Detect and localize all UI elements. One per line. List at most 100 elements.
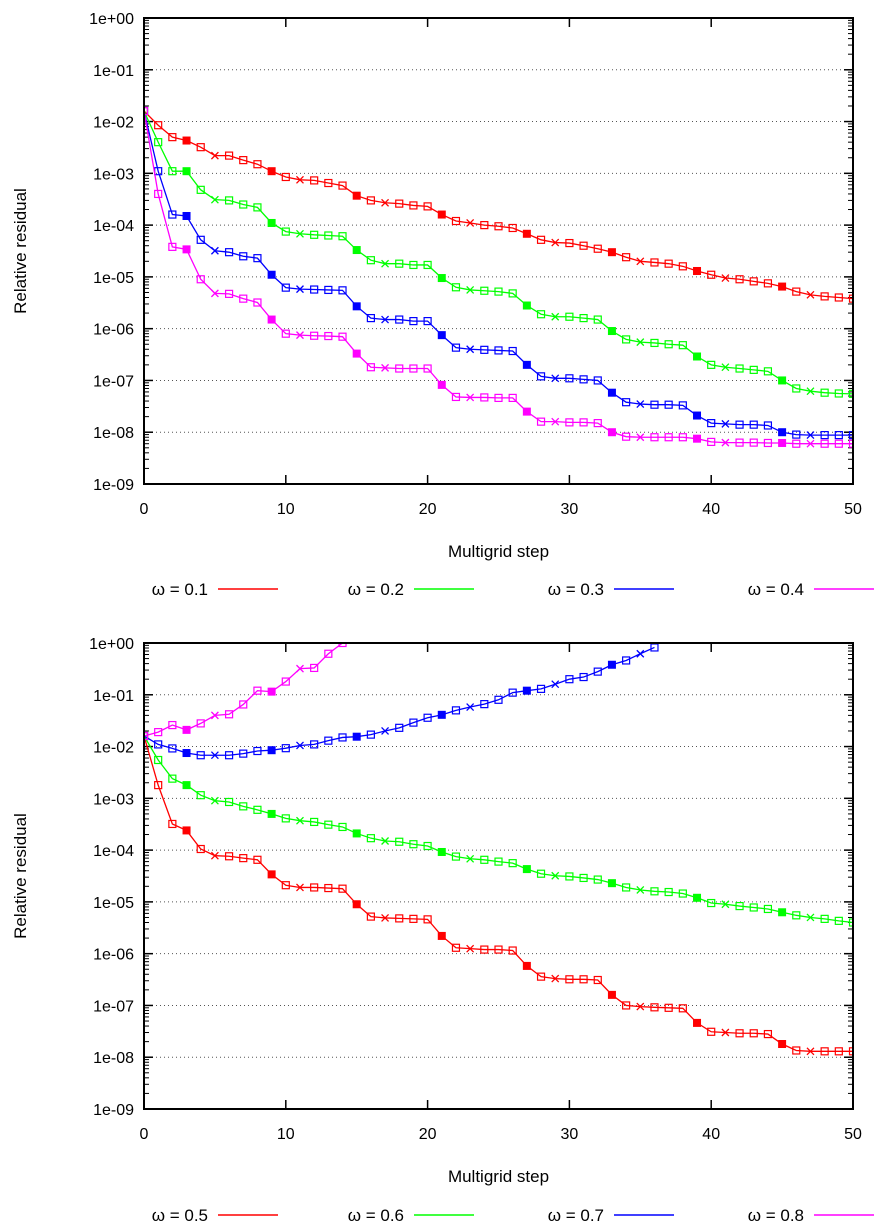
y-tick-label: 1e-03 bbox=[93, 791, 134, 808]
data-point bbox=[182, 136, 191, 145]
series-line bbox=[144, 735, 853, 924]
data-point bbox=[239, 294, 248, 303]
data-point bbox=[636, 338, 645, 347]
data-point bbox=[607, 990, 616, 999]
y-tick-label: 1e-02 bbox=[93, 115, 134, 132]
data-point bbox=[168, 720, 177, 730]
data-point bbox=[820, 292, 829, 301]
data-point bbox=[721, 1028, 730, 1037]
data-point bbox=[480, 345, 489, 354]
data-point bbox=[338, 232, 347, 241]
data-point bbox=[381, 727, 390, 735]
data-point bbox=[848, 294, 853, 303]
legend-label: ω = 0.6 bbox=[348, 1206, 404, 1225]
y-tick-label: 1e-09 bbox=[93, 477, 134, 494]
data-point bbox=[707, 437, 716, 447]
data-point bbox=[168, 210, 177, 219]
data-point bbox=[707, 898, 716, 908]
data-point bbox=[792, 439, 801, 448]
data-point bbox=[310, 663, 319, 673]
data-point bbox=[678, 1004, 687, 1013]
data-point bbox=[168, 167, 177, 176]
data-point bbox=[253, 855, 262, 864]
data-point bbox=[579, 241, 588, 250]
data-point bbox=[352, 191, 361, 200]
data-point bbox=[565, 312, 574, 321]
data-point bbox=[806, 1047, 815, 1056]
data-point bbox=[423, 915, 432, 924]
data-point bbox=[310, 230, 319, 239]
data-point bbox=[253, 254, 262, 263]
data-point bbox=[409, 914, 418, 923]
data-point bbox=[536, 417, 546, 426]
data-point bbox=[636, 649, 645, 658]
x-tick-label: 0 bbox=[140, 501, 149, 518]
plot-area bbox=[144, 643, 853, 1056]
data-point bbox=[848, 918, 853, 927]
data-point bbox=[579, 418, 588, 427]
data-point bbox=[324, 736, 333, 745]
data-point bbox=[735, 364, 744, 373]
data-point bbox=[296, 741, 304, 750]
data-point bbox=[352, 829, 361, 838]
data-point bbox=[735, 275, 744, 284]
data-point bbox=[182, 211, 191, 220]
data-point bbox=[508, 393, 517, 403]
data-point bbox=[144, 731, 149, 741]
legend-label: ω = 0.1 bbox=[152, 580, 208, 599]
legend-label: ω = 0.8 bbox=[748, 1206, 804, 1225]
data-point bbox=[636, 433, 645, 442]
data-point bbox=[735, 1029, 744, 1038]
data-point bbox=[168, 774, 177, 783]
data-point bbox=[522, 229, 531, 238]
data-point bbox=[763, 904, 773, 914]
data-point bbox=[267, 167, 276, 176]
data-point bbox=[423, 317, 432, 326]
plot-frame bbox=[143, 642, 854, 1110]
data-point bbox=[678, 401, 687, 410]
data-point bbox=[763, 438, 773, 448]
data-point bbox=[466, 219, 475, 227]
data-point bbox=[593, 244, 602, 253]
data-point bbox=[508, 946, 517, 955]
data-point bbox=[210, 195, 219, 204]
data-point bbox=[224, 797, 234, 807]
data-point bbox=[792, 384, 801, 393]
data-point bbox=[650, 258, 659, 267]
plot-frame bbox=[143, 17, 854, 485]
data-point bbox=[196, 751, 205, 760]
chart-top: 1e-09 1e-08 1e-07 1e-06 1e-05 1e-04 1e-03 1e-02… bbox=[11, 11, 874, 599]
data-point bbox=[792, 287, 801, 296]
data-point bbox=[366, 256, 375, 265]
data-point bbox=[210, 289, 219, 298]
x-tick-label: 40 bbox=[702, 1126, 720, 1143]
legend-label: ω = 0.4 bbox=[748, 580, 804, 599]
data-point bbox=[622, 883, 631, 892]
data-point bbox=[352, 302, 361, 311]
data-point bbox=[253, 203, 262, 212]
y-tick-label: 1e-09 bbox=[93, 1102, 134, 1119]
x-axis-label: Multigrid step bbox=[448, 1167, 549, 1186]
data-point bbox=[622, 335, 631, 344]
data-point bbox=[409, 840, 418, 849]
data-point bbox=[834, 439, 843, 448]
data-point bbox=[778, 1040, 787, 1049]
data-point bbox=[395, 837, 404, 846]
data-point bbox=[664, 340, 673, 349]
data-point bbox=[154, 728, 163, 737]
x-tick-label: 30 bbox=[561, 501, 579, 518]
data-point bbox=[451, 943, 461, 952]
data-point bbox=[508, 346, 517, 356]
data-point bbox=[409, 260, 418, 270]
data-point bbox=[636, 885, 645, 894]
data-point bbox=[253, 686, 262, 695]
data-point bbox=[224, 196, 234, 205]
data-point bbox=[693, 434, 702, 443]
data-point bbox=[296, 175, 304, 184]
data-point bbox=[239, 749, 248, 758]
data-point bbox=[381, 259, 390, 268]
data-point bbox=[806, 387, 815, 396]
data-point bbox=[154, 121, 163, 130]
data-point bbox=[281, 881, 290, 890]
chart-bottom: 1e-09 1e-08 1e-07 1e-06 1e-05 1e-04 1e-03 1e-02… bbox=[11, 636, 874, 1225]
